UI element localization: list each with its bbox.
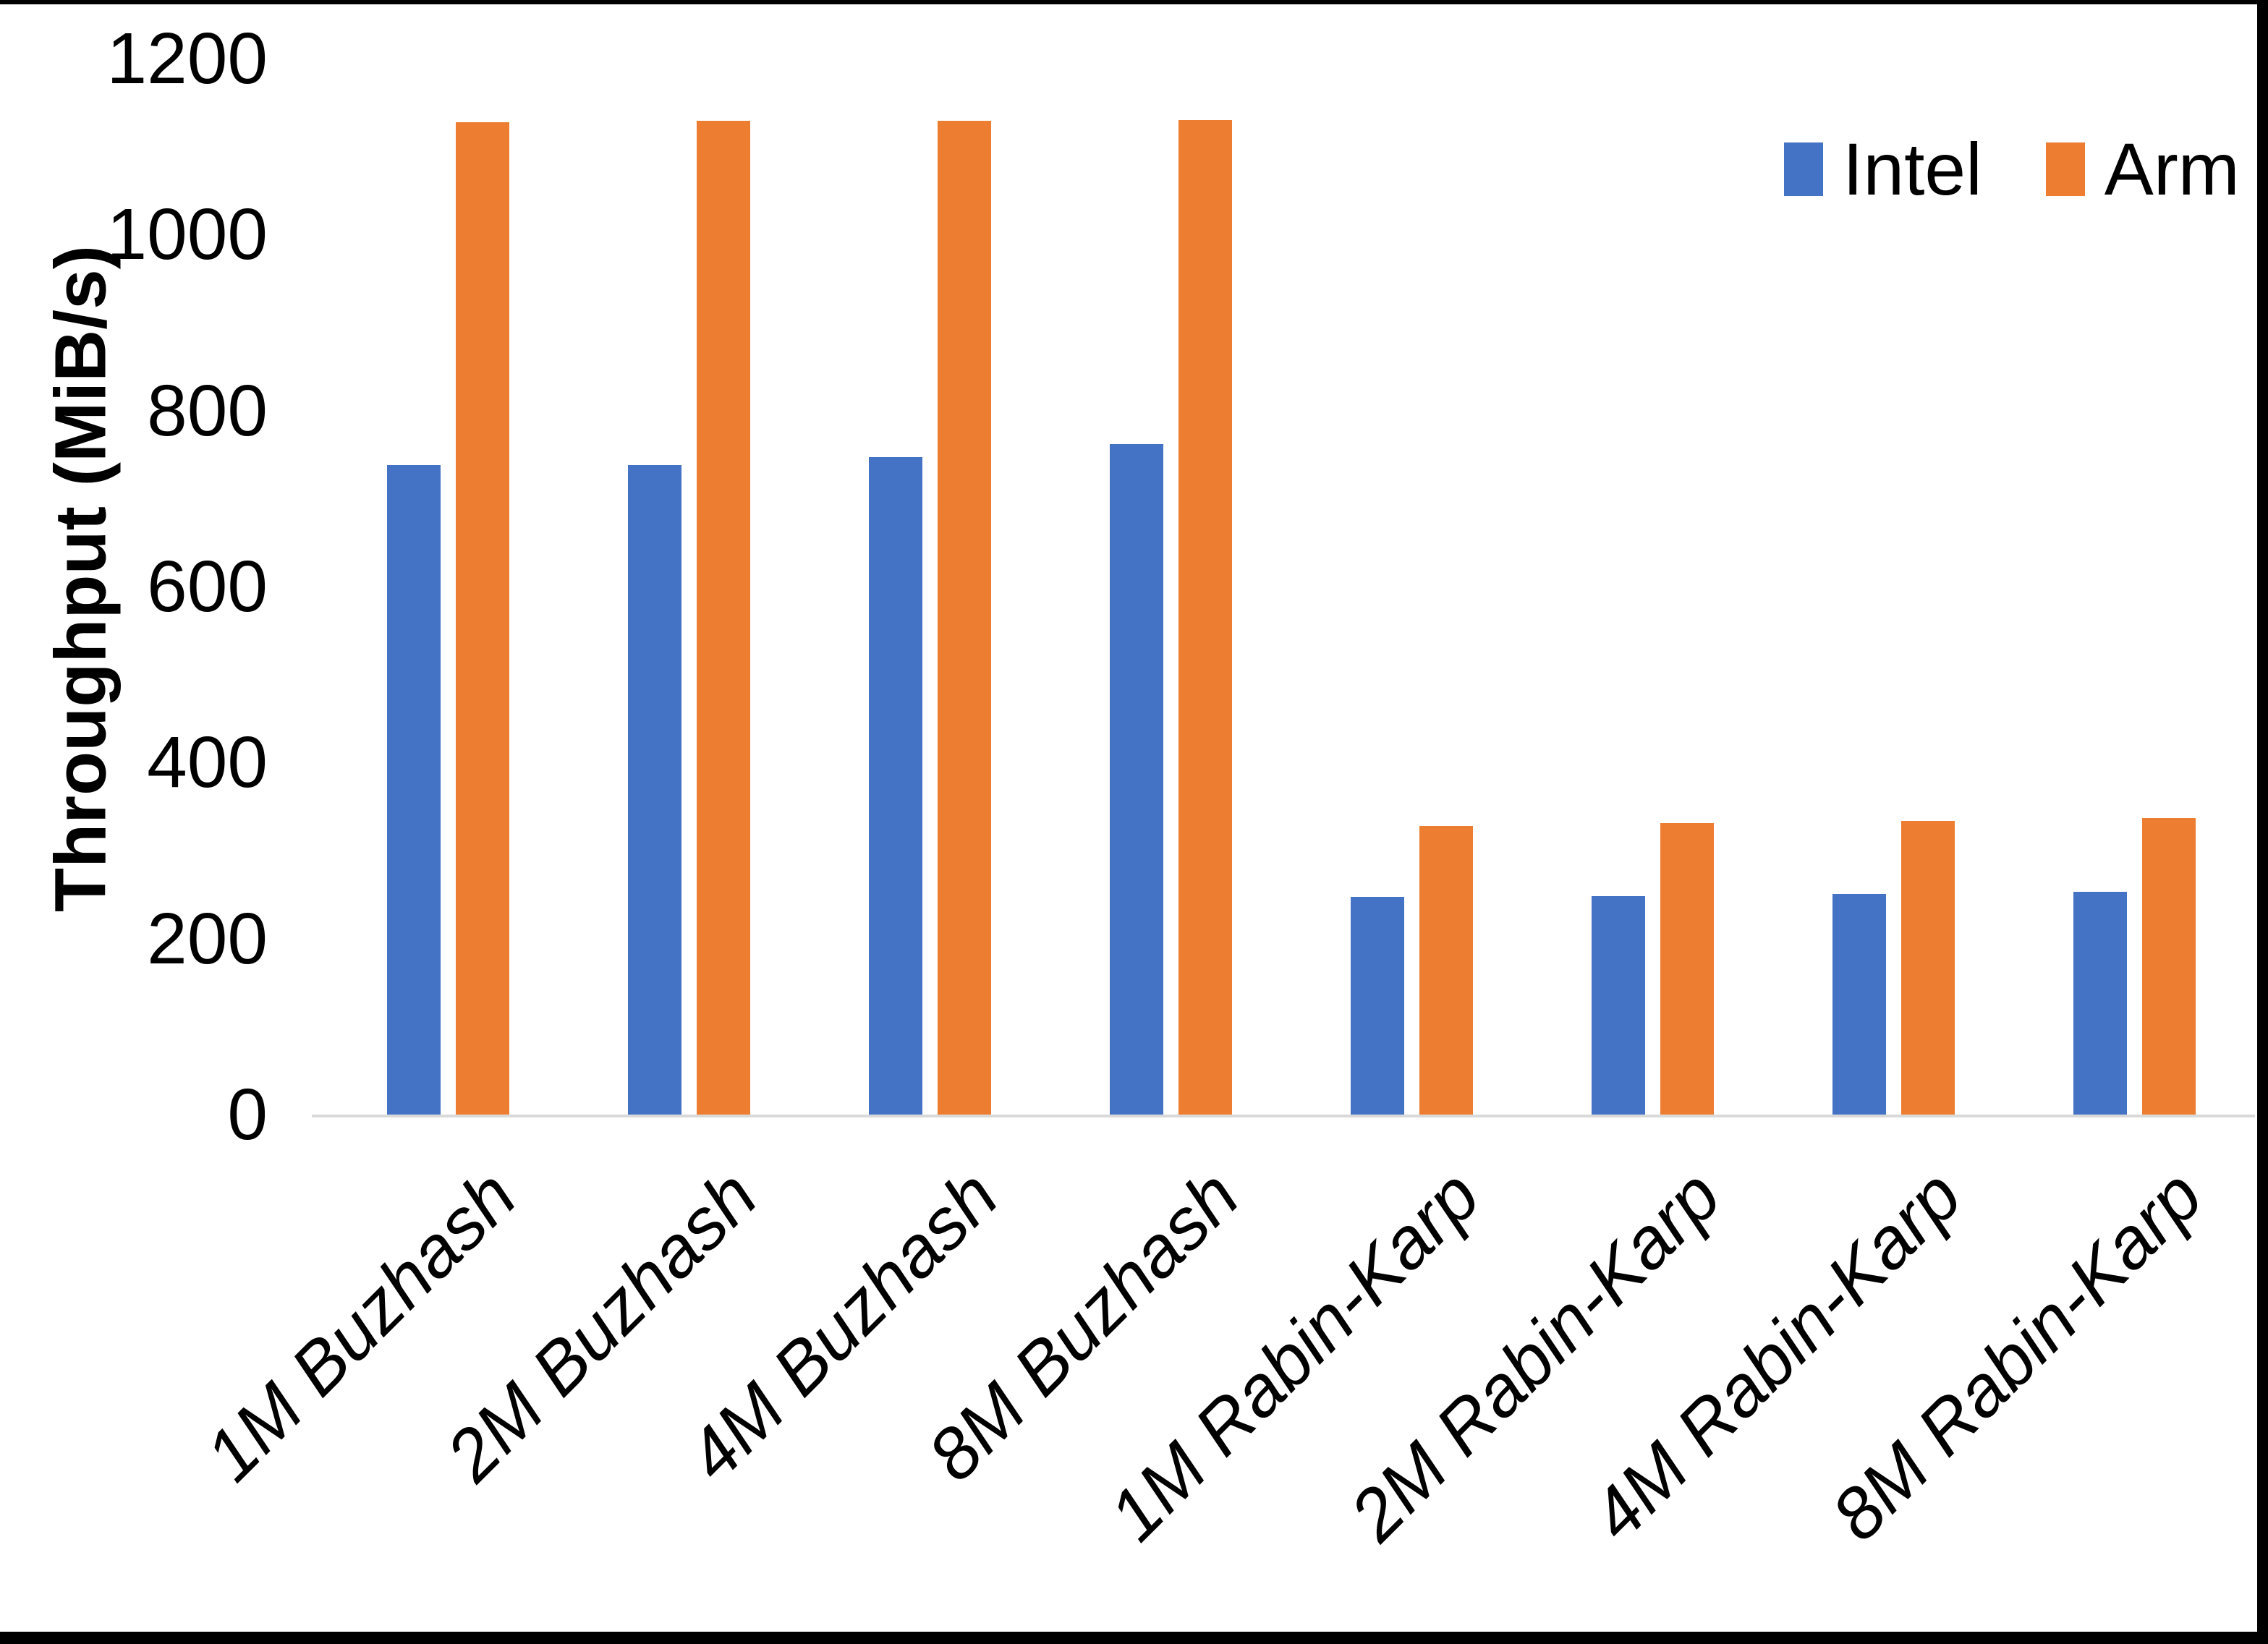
y-tick-label-0: 0 (227, 1074, 268, 1155)
legend: Intel Arm (1784, 126, 2240, 213)
bar-intel-1m-buzhash (387, 465, 441, 1115)
bar-arm-4m-buzhash (938, 121, 991, 1115)
window-border-right (2257, 0, 2268, 1644)
window-border-top (0, 0, 2268, 4)
y-tick-label-400: 400 (147, 722, 268, 804)
plot-area (328, 59, 2255, 1115)
bar-intel-2m-rabin-karp (1592, 896, 1645, 1115)
arm-series-swatch (2045, 142, 2085, 196)
y-tick-label-800: 800 (147, 370, 268, 451)
y-tick-label-1000: 1000 (106, 194, 268, 276)
bar-arm-8m-rabin-karp (2142, 817, 2196, 1115)
bar-intel-8m-buzhash (1110, 443, 1163, 1115)
bar-arm-2m-rabin-karp (1660, 823, 1714, 1115)
legend-item-intel: Intel (1784, 126, 1982, 213)
legend-item-arm: Arm (2045, 126, 2240, 213)
bar-intel-2m-buzhash (628, 465, 681, 1115)
legend-label-arm: Arm (2104, 128, 2240, 210)
bar-intel-4m-rabin-karp (1832, 893, 1886, 1115)
bar-arm-1m-rabin-karp (1419, 825, 1473, 1115)
bar-arm-8m-buzhash (1178, 120, 1232, 1115)
bar-arm-4m-rabin-karp (1901, 820, 1955, 1115)
intel-series-swatch (1784, 142, 1823, 196)
bar-intel-4m-buzhash (869, 457, 922, 1115)
bar-arm-2m-buzhash (697, 121, 750, 1115)
bar-intel-8m-rabin-karp (2073, 892, 2127, 1115)
y-tick-label-200: 200 (147, 898, 268, 979)
legend-label-intel: Intel (1843, 128, 1982, 210)
bar-arm-1m-buzhash (456, 122, 509, 1115)
y-tick-label-1200: 1200 (106, 18, 268, 99)
bar-intel-1m-rabin-karp (1351, 897, 1404, 1115)
window-border-bottom (0, 1632, 2268, 1644)
x-axis-line (312, 1115, 2255, 1117)
y-tick-label-600: 600 (147, 546, 268, 627)
